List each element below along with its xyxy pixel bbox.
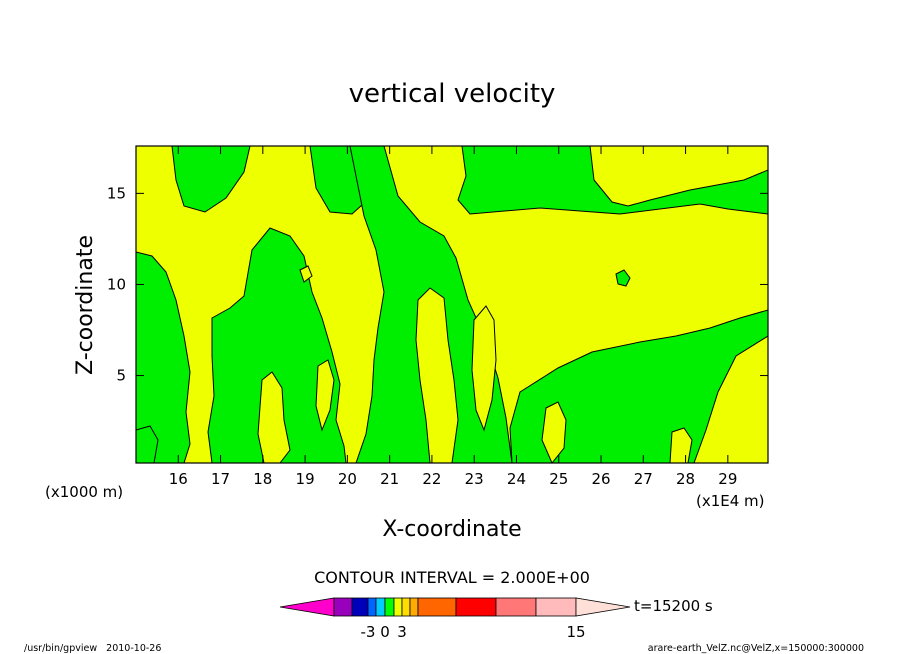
colorbar-cell <box>535 597 577 617</box>
y-axis-unit: (x1000 m) <box>45 483 123 501</box>
plot-frame <box>135 145 769 464</box>
x-tick-label: 29 <box>718 470 737 488</box>
updraft-inset-5 <box>541 401 567 463</box>
x-tick-label: 18 <box>253 470 272 488</box>
colorbar-cell <box>351 597 369 617</box>
x-tick-label: 23 <box>465 470 484 488</box>
chart-title: vertical velocity <box>349 79 556 109</box>
updraft-inset-6 <box>669 427 693 463</box>
colorbar-cell <box>367 597 377 617</box>
x-tick-label: 17 <box>211 470 230 488</box>
time-label: t=15200 s <box>634 597 713 615</box>
colorbar-tick-label: 3 <box>397 623 407 641</box>
downdraft-region-top-left <box>171 146 251 213</box>
x-tick-label: 26 <box>591 470 610 488</box>
colorbar-cell <box>384 597 395 617</box>
downdraft-region-lower-right <box>509 309 768 463</box>
updraft-inset-2 <box>415 287 459 463</box>
y-tick-label: 10 <box>107 275 126 293</box>
downdraft-region-top-right <box>457 146 768 215</box>
updraft-inset-4 <box>315 359 335 432</box>
downdraft-pocket-left <box>136 425 159 463</box>
contour-interval-label: CONTOUR INTERVAL = 2.000E+00 <box>314 568 590 587</box>
y-tick-label: 15 <box>107 184 126 202</box>
colorbar-cell <box>401 597 411 617</box>
y-tick-label: 5 <box>116 367 126 385</box>
colorbar: -3 0 3 15 <box>279 597 631 641</box>
x-tick-label: 28 <box>676 470 695 488</box>
colorbar-cell <box>417 597 457 617</box>
x-tick-label: 22 <box>422 470 441 488</box>
contour-plot-area: 16 17 18 19 20 21 22 23 24 25 26 27 28 29 5 10 15 <box>107 145 769 488</box>
colorbar-cell <box>333 597 353 617</box>
x-tick-label: 27 <box>634 470 653 488</box>
x-axis-label: X-coordinate <box>382 517 521 542</box>
footer-left: /usr/bin/gpview 2010-10-26 <box>24 643 161 654</box>
footer-right: arare-earth_VelZ.nc@VelZ,x=150000:300000 <box>648 643 864 654</box>
updraft-inset-3 <box>471 305 497 432</box>
colorbar-cell <box>375 597 386 617</box>
colorbar-lower-extension <box>279 597 335 617</box>
x-tick-label: 16 <box>169 470 188 488</box>
updraft-inset-1 <box>257 371 291 463</box>
x-tick-label: 19 <box>296 470 315 488</box>
colorbar-tick-label: 15 <box>566 623 585 641</box>
colorbar-cell <box>495 597 537 617</box>
downdraft-column-1 <box>136 251 191 463</box>
colorbar-cell <box>409 597 419 617</box>
x-tick-label: 25 <box>549 470 568 488</box>
small-downdraft-cell <box>615 269 631 287</box>
colorbar-upper-extension <box>575 597 631 617</box>
x-tick-label: 24 <box>507 470 526 488</box>
x-axis-unit: (x1E4 m) <box>696 492 765 510</box>
colorbar-tick-label: 0 <box>380 623 390 641</box>
x-tick-label: 21 <box>380 470 399 488</box>
colorbar-cell <box>455 597 497 617</box>
colorbar-cell <box>393 597 403 617</box>
colorbar-tick-label: -3 <box>361 623 376 641</box>
y-axis-label: Z-coordinate <box>73 235 98 375</box>
downdraft-column-2 <box>207 227 347 463</box>
updraft-inset-7 <box>299 265 313 283</box>
x-tick-label: 20 <box>338 470 357 488</box>
